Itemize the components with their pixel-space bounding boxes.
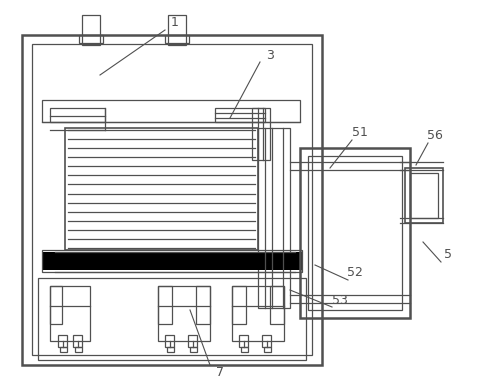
Bar bbox=[215, 108, 264, 122]
Bar bbox=[50, 108, 105, 122]
Bar bbox=[42, 252, 302, 270]
Text: 53: 53 bbox=[331, 294, 347, 307]
Text: 1: 1 bbox=[171, 16, 179, 29]
Bar bbox=[269, 286, 284, 324]
Bar bbox=[32, 44, 311, 355]
Bar bbox=[164, 335, 174, 347]
Bar bbox=[251, 108, 269, 160]
Bar bbox=[73, 335, 82, 347]
Bar bbox=[264, 347, 270, 352]
Bar bbox=[299, 148, 409, 318]
Text: 51: 51 bbox=[351, 125, 367, 138]
Bar bbox=[190, 347, 197, 352]
Bar bbox=[258, 128, 289, 308]
Bar bbox=[168, 15, 185, 45]
Bar bbox=[187, 335, 197, 347]
Text: 5: 5 bbox=[443, 249, 451, 261]
Bar bbox=[42, 250, 302, 272]
Text: 3: 3 bbox=[265, 49, 273, 62]
Bar bbox=[196, 286, 209, 324]
Bar bbox=[158, 286, 172, 324]
Text: 7: 7 bbox=[216, 367, 224, 379]
Bar bbox=[158, 286, 209, 341]
Bar bbox=[60, 347, 67, 352]
Text: 52: 52 bbox=[346, 265, 362, 278]
Bar bbox=[65, 128, 258, 250]
Bar bbox=[50, 286, 90, 341]
Bar bbox=[164, 35, 189, 43]
Bar bbox=[231, 286, 284, 341]
Bar bbox=[307, 156, 401, 310]
Bar bbox=[50, 286, 62, 324]
Bar bbox=[22, 35, 321, 365]
Bar bbox=[42, 100, 299, 122]
Bar bbox=[409, 173, 437, 218]
Text: 56: 56 bbox=[426, 129, 442, 142]
Bar bbox=[82, 15, 100, 45]
Bar bbox=[167, 347, 174, 352]
Bar bbox=[239, 335, 247, 347]
Bar bbox=[231, 286, 245, 324]
Bar bbox=[79, 35, 103, 43]
Bar bbox=[75, 347, 82, 352]
Bar bbox=[404, 168, 442, 223]
Bar bbox=[241, 347, 247, 352]
Bar bbox=[58, 335, 67, 347]
Bar bbox=[38, 278, 305, 360]
Bar bbox=[262, 335, 270, 347]
